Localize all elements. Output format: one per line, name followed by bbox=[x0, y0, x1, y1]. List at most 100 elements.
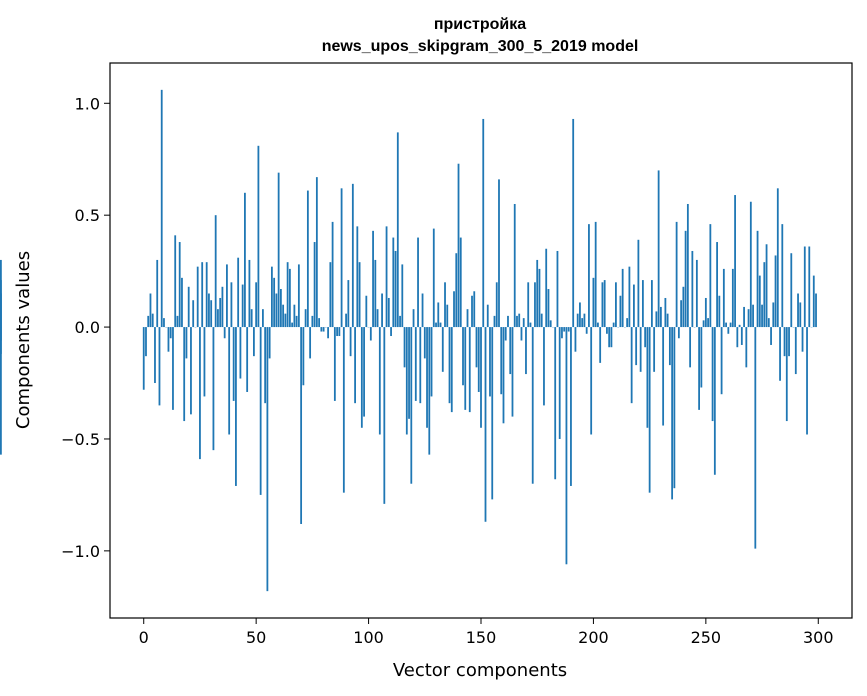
bar bbox=[446, 304, 449, 328]
bar bbox=[232, 327, 235, 401]
bar bbox=[803, 246, 806, 328]
bar bbox=[677, 327, 680, 339]
bar bbox=[333, 327, 336, 401]
bar bbox=[471, 295, 473, 328]
bar bbox=[608, 327, 611, 348]
bar bbox=[689, 327, 692, 368]
bar bbox=[390, 327, 392, 337]
chart-title-line2: news_upos_skipgram_300_5_2019 model bbox=[322, 38, 639, 55]
bar bbox=[327, 327, 329, 339]
bar bbox=[567, 327, 570, 332]
bar bbox=[666, 313, 669, 328]
bar bbox=[181, 277, 183, 328]
bar bbox=[630, 327, 633, 404]
y-tick-label: −1.0 bbox=[61, 542, 100, 561]
bar bbox=[713, 327, 716, 475]
bar bbox=[257, 145, 260, 328]
bar bbox=[668, 327, 671, 366]
bar bbox=[241, 284, 244, 328]
bar bbox=[221, 286, 224, 328]
bar bbox=[527, 282, 530, 328]
bar bbox=[300, 327, 303, 525]
bar bbox=[684, 230, 687, 328]
bar bbox=[369, 327, 372, 341]
bar bbox=[338, 327, 341, 337]
bar bbox=[174, 235, 177, 328]
bar bbox=[522, 318, 525, 328]
bar bbox=[486, 304, 489, 328]
bar bbox=[797, 293, 799, 328]
bar bbox=[635, 327, 638, 366]
bar bbox=[306, 190, 309, 328]
bar bbox=[237, 257, 240, 328]
bar bbox=[217, 309, 219, 328]
bar bbox=[576, 313, 579, 328]
bar bbox=[556, 250, 559, 328]
bar bbox=[709, 224, 712, 328]
bar bbox=[770, 327, 772, 345]
bar bbox=[785, 327, 788, 422]
bar bbox=[525, 327, 527, 375]
bar bbox=[266, 327, 269, 592]
bar bbox=[615, 282, 617, 328]
bar bbox=[700, 327, 703, 388]
bar bbox=[282, 304, 285, 328]
bar bbox=[520, 327, 523, 341]
bar bbox=[331, 221, 334, 328]
bar bbox=[468, 327, 471, 413]
bar bbox=[716, 242, 718, 328]
bar bbox=[725, 322, 727, 328]
bar bbox=[727, 327, 730, 334]
bar bbox=[538, 268, 541, 328]
bar bbox=[167, 327, 170, 352]
bar bbox=[729, 322, 732, 328]
bar bbox=[187, 286, 190, 328]
bar bbox=[691, 250, 694, 328]
bar bbox=[641, 280, 644, 328]
bar bbox=[704, 297, 707, 328]
bar bbox=[698, 327, 700, 410]
bar bbox=[500, 327, 503, 395]
bar bbox=[448, 327, 451, 404]
bar bbox=[435, 322, 437, 328]
x-axis-ticks: 0 50 100 150 200 250 300 bbox=[139, 618, 834, 647]
bar bbox=[239, 327, 242, 379]
bar bbox=[347, 280, 350, 328]
bar bbox=[722, 268, 725, 328]
bar bbox=[659, 306, 662, 328]
bar bbox=[671, 327, 674, 500]
bar bbox=[244, 192, 246, 328]
bar bbox=[570, 327, 572, 486]
x-tick-label: 100 bbox=[353, 628, 384, 647]
bar bbox=[597, 322, 599, 328]
bar bbox=[178, 242, 181, 328]
bar bbox=[747, 309, 750, 328]
bar bbox=[815, 293, 817, 328]
bar bbox=[210, 300, 213, 328]
bar bbox=[340, 188, 343, 328]
bar bbox=[313, 242, 316, 328]
bar bbox=[743, 306, 745, 328]
bar bbox=[408, 327, 410, 419]
x-tick-label: 250 bbox=[691, 628, 722, 647]
bar bbox=[695, 259, 698, 328]
bar bbox=[734, 195, 736, 328]
bar bbox=[399, 315, 401, 328]
bar bbox=[336, 327, 338, 337]
bar bbox=[475, 327, 478, 368]
bar bbox=[639, 327, 642, 372]
bar bbox=[682, 286, 685, 328]
bar bbox=[686, 203, 689, 328]
y-axis-ticks: 1.0 0.5 0.0 −0.5 −1.0 bbox=[61, 94, 110, 561]
bar bbox=[190, 327, 192, 415]
bar bbox=[761, 304, 763, 328]
bars-group bbox=[0, 89, 817, 592]
bar bbox=[156, 259, 159, 328]
bar bbox=[372, 230, 374, 328]
bar bbox=[790, 253, 793, 328]
bar bbox=[588, 224, 590, 328]
chart-title-line1: пристройка bbox=[434, 16, 526, 33]
bar bbox=[752, 304, 754, 328]
y-axis-label: Components values bbox=[13, 251, 34, 429]
